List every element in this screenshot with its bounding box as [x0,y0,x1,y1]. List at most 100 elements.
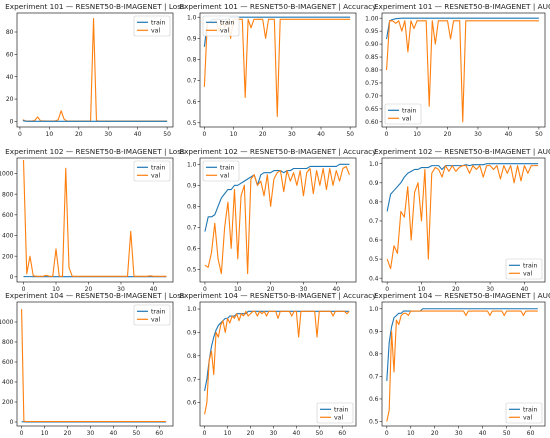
legend-label-train: train [220,165,234,172]
x-tick-label: 40 [332,286,340,293]
y-tick-label: 1000 [0,319,14,326]
y-tick-label: 0.8 [187,203,197,210]
y-tick-label: 1.0 [187,161,197,168]
x-tick-label: 10 [230,131,238,138]
x-tick-label: 50 [346,131,354,138]
legend-box [133,15,171,37]
x-tick-label: 40 [293,430,301,437]
legend-box [133,160,171,182]
y-tick-label: 0.5 [369,256,379,263]
x-tick-label: 50 [503,430,511,437]
plot-area [381,301,546,427]
series-line-val [386,310,538,422]
legend-label-train: train [334,407,348,414]
x-tick-label: 60 [155,430,163,437]
x-tick-label: 30 [104,131,112,138]
x-tick-label: 20 [267,286,275,293]
y-tick-label: 0.5 [187,120,197,127]
x-tick-label: 40 [479,430,487,437]
legend-label-val: val [220,173,229,180]
subplot-4: Experiment 102 — RESNET50-B-IMAGENET | L… [0,147,185,293]
plot-area [16,157,174,283]
plot-area [16,301,174,427]
x-tick-label: 0 [202,131,206,138]
legend-label-val: val [151,317,160,324]
plot-area [199,12,357,128]
legend-label-val: val [523,271,532,278]
x-tick-label: 20 [431,430,439,437]
x-tick-label: 30 [474,131,482,138]
x-tick-label: 40 [505,131,513,138]
chart-title: Experiment 101 — RESNET50-B-IMAGENET | A… [180,2,378,11]
y-tick-label: 600 [2,212,14,219]
y-tick-label: 40 [6,74,14,81]
chart-title: Experiment 102 — RESNET50-B-IMAGENET | A… [374,147,550,156]
y-tick-label: 1.0 [187,306,197,313]
y-tick-label: 0.6 [187,99,197,106]
y-tick-label: 200 [2,253,14,260]
x-tick-label: 50 [535,131,543,138]
legend-label-val: val [151,173,160,180]
x-tick-label: 20 [259,131,267,138]
y-tick-label: 400 [2,379,14,386]
chart-title: Experiment 101 — RESNET50-B-IMAGENET | A… [374,2,550,11]
legend-box [133,304,171,326]
y-tick-label: 800 [2,191,14,198]
y-tick-label: 1.0 [369,161,379,168]
y-tick-label: 400 [2,233,14,240]
x-tick-label: 10 [224,430,232,437]
y-tick-label: 0.85 [365,54,379,61]
series-line-val [386,20,539,123]
x-tick-label: 0 [18,131,22,138]
y-tick-label: 0.9 [187,35,197,42]
x-tick-label: 0 [385,430,389,437]
y-tick-label: 80 [6,29,14,36]
plot-area [199,157,357,283]
y-tick-label: 0.7 [369,218,379,225]
series-line-train [386,163,539,212]
y-tick-label: 0.7 [369,374,379,381]
x-tick-label: 0 [203,286,207,293]
legend-box [505,402,543,424]
y-tick-label: 0.95 [365,28,379,35]
chart-title: Experiment 102 — RESNET50-B-IMAGENET | L… [5,147,185,156]
x-tick-label: 0 [203,430,207,437]
y-tick-label: 200 [2,399,14,406]
y-tick-label: 0 [10,419,14,426]
series-line-train [386,308,538,381]
legend-box [505,258,543,280]
legend-label-train: train [523,407,537,414]
x-tick-label: 50 [315,430,323,437]
y-tick-label: 1.00 [365,15,379,22]
y-tick-label: 20 [6,96,14,103]
subplot-1: Experiment 101 — RESNET50-B-IMAGENET | L… [5,2,185,138]
x-tick-label: 20 [75,131,83,138]
y-tick-label: 0.7 [187,78,197,85]
subplot-6: Experiment 102 — RESNET50-B-IMAGENET | A… [369,147,550,293]
legend-label-train: train [402,108,416,115]
subplot-8: Experiment 104 — RESNET50-B-IMAGENET | A… [180,291,378,437]
plot-area [16,12,174,128]
y-tick-label: 0.4 [369,275,379,282]
y-tick-label: 0.8 [187,57,197,64]
x-tick-label: 0 [385,131,389,138]
series-line-train [386,17,539,40]
y-tick-label: 1000 [0,171,14,178]
x-tick-label: 30 [300,286,308,293]
x-tick-label: 0 [22,286,26,293]
x-tick-label: 30 [117,286,125,293]
x-tick-label: 50 [132,430,140,437]
x-tick-label: 40 [521,286,529,293]
legend-label-train: train [220,20,234,27]
y-tick-label: 0.6 [369,396,379,403]
y-tick-label: 0.6 [187,400,197,407]
subplot-3: Experiment 101 — RESNET50-B-IMAGENET | A… [365,2,550,138]
legend-label-train: train [151,309,165,316]
x-tick-label: 10 [234,286,242,293]
